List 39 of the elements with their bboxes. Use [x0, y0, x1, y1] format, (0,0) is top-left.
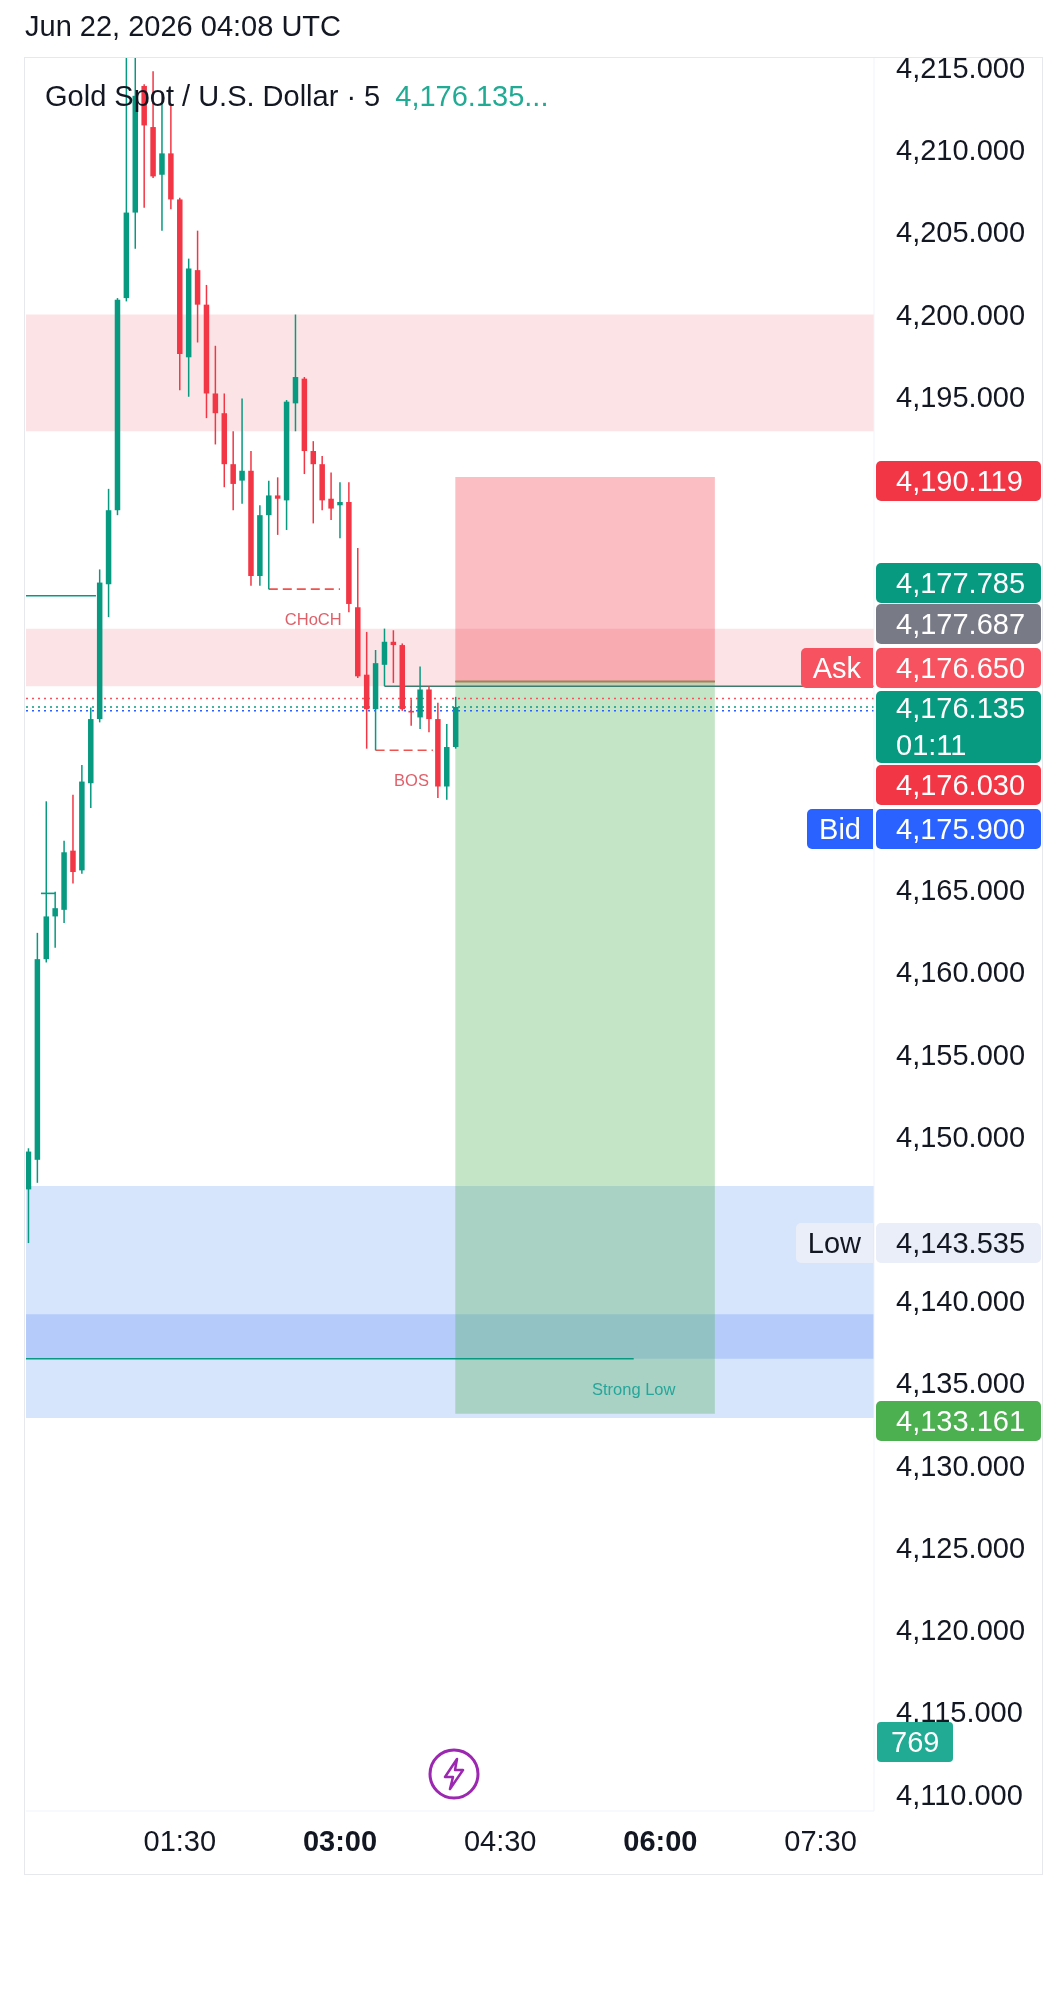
y-tick-label: 4,200.000 [896, 298, 1026, 331]
text: 4,177.687 [876, 604, 1041, 644]
y-tick-label: 4,155.000 [896, 1038, 1026, 1071]
annotation: 4,176.135... [395, 79, 549, 113]
y-tick-label: 4,215.000 [896, 51, 1026, 84]
y-tick-label: 4,195.000 [896, 380, 1026, 413]
y-tick-label: 4,140.000 [896, 1285, 1026, 1318]
y-tick-label: 4,160.000 [896, 956, 1026, 989]
y-tick-label: 4,125.000 [896, 1531, 1026, 1564]
text: 4,190.119 [876, 461, 1041, 501]
x-tick-label: 01:30 [143, 1825, 217, 1857]
chart-subtitle: Jun 22, 2026 04:08 UTC [25, 9, 341, 44]
text: 4,143.535 [876, 1223, 1041, 1263]
y-tick-label: 4,130.000 [896, 1449, 1026, 1482]
x-tick-label: 03:00 [302, 1825, 378, 1857]
text: 4,175.900 [876, 809, 1041, 849]
y-tick-label: 4,110.000 [896, 1778, 1023, 1811]
annotation: Ask [800, 648, 873, 688]
text: 4,177.785 [876, 563, 1041, 603]
y-tick-label: 4,205.000 [896, 216, 1026, 249]
y-tick-label: 4,210.000 [896, 134, 1026, 167]
text: 4,176.135 [896, 692, 1026, 724]
annotation: CHoCH [284, 609, 342, 630]
y-tick-label: 4,165.000 [896, 874, 1026, 907]
y-tick-label: 4,120.000 [896, 1614, 1026, 1647]
text: 769 [877, 1722, 954, 1762]
y-tick-label: 4,135.000 [896, 1367, 1026, 1400]
x-tick-label: 07:30 [784, 1825, 857, 1857]
annotation: Low [795, 1223, 873, 1263]
y-tick-label: 4,150.000 [896, 1120, 1026, 1153]
annotation: Strong Low [591, 1378, 676, 1399]
text: 4,176.650 [876, 648, 1041, 688]
x-tick-label: 06:00 [623, 1825, 698, 1857]
annotation: Bid [807, 809, 873, 849]
x-tick-label: 04:30 [463, 1825, 537, 1857]
annotation: BOS [394, 770, 429, 791]
text: 01:11 [895, 728, 967, 763]
text: 4,133.161 [876, 1401, 1041, 1441]
text: 4,176.030 [876, 765, 1041, 805]
